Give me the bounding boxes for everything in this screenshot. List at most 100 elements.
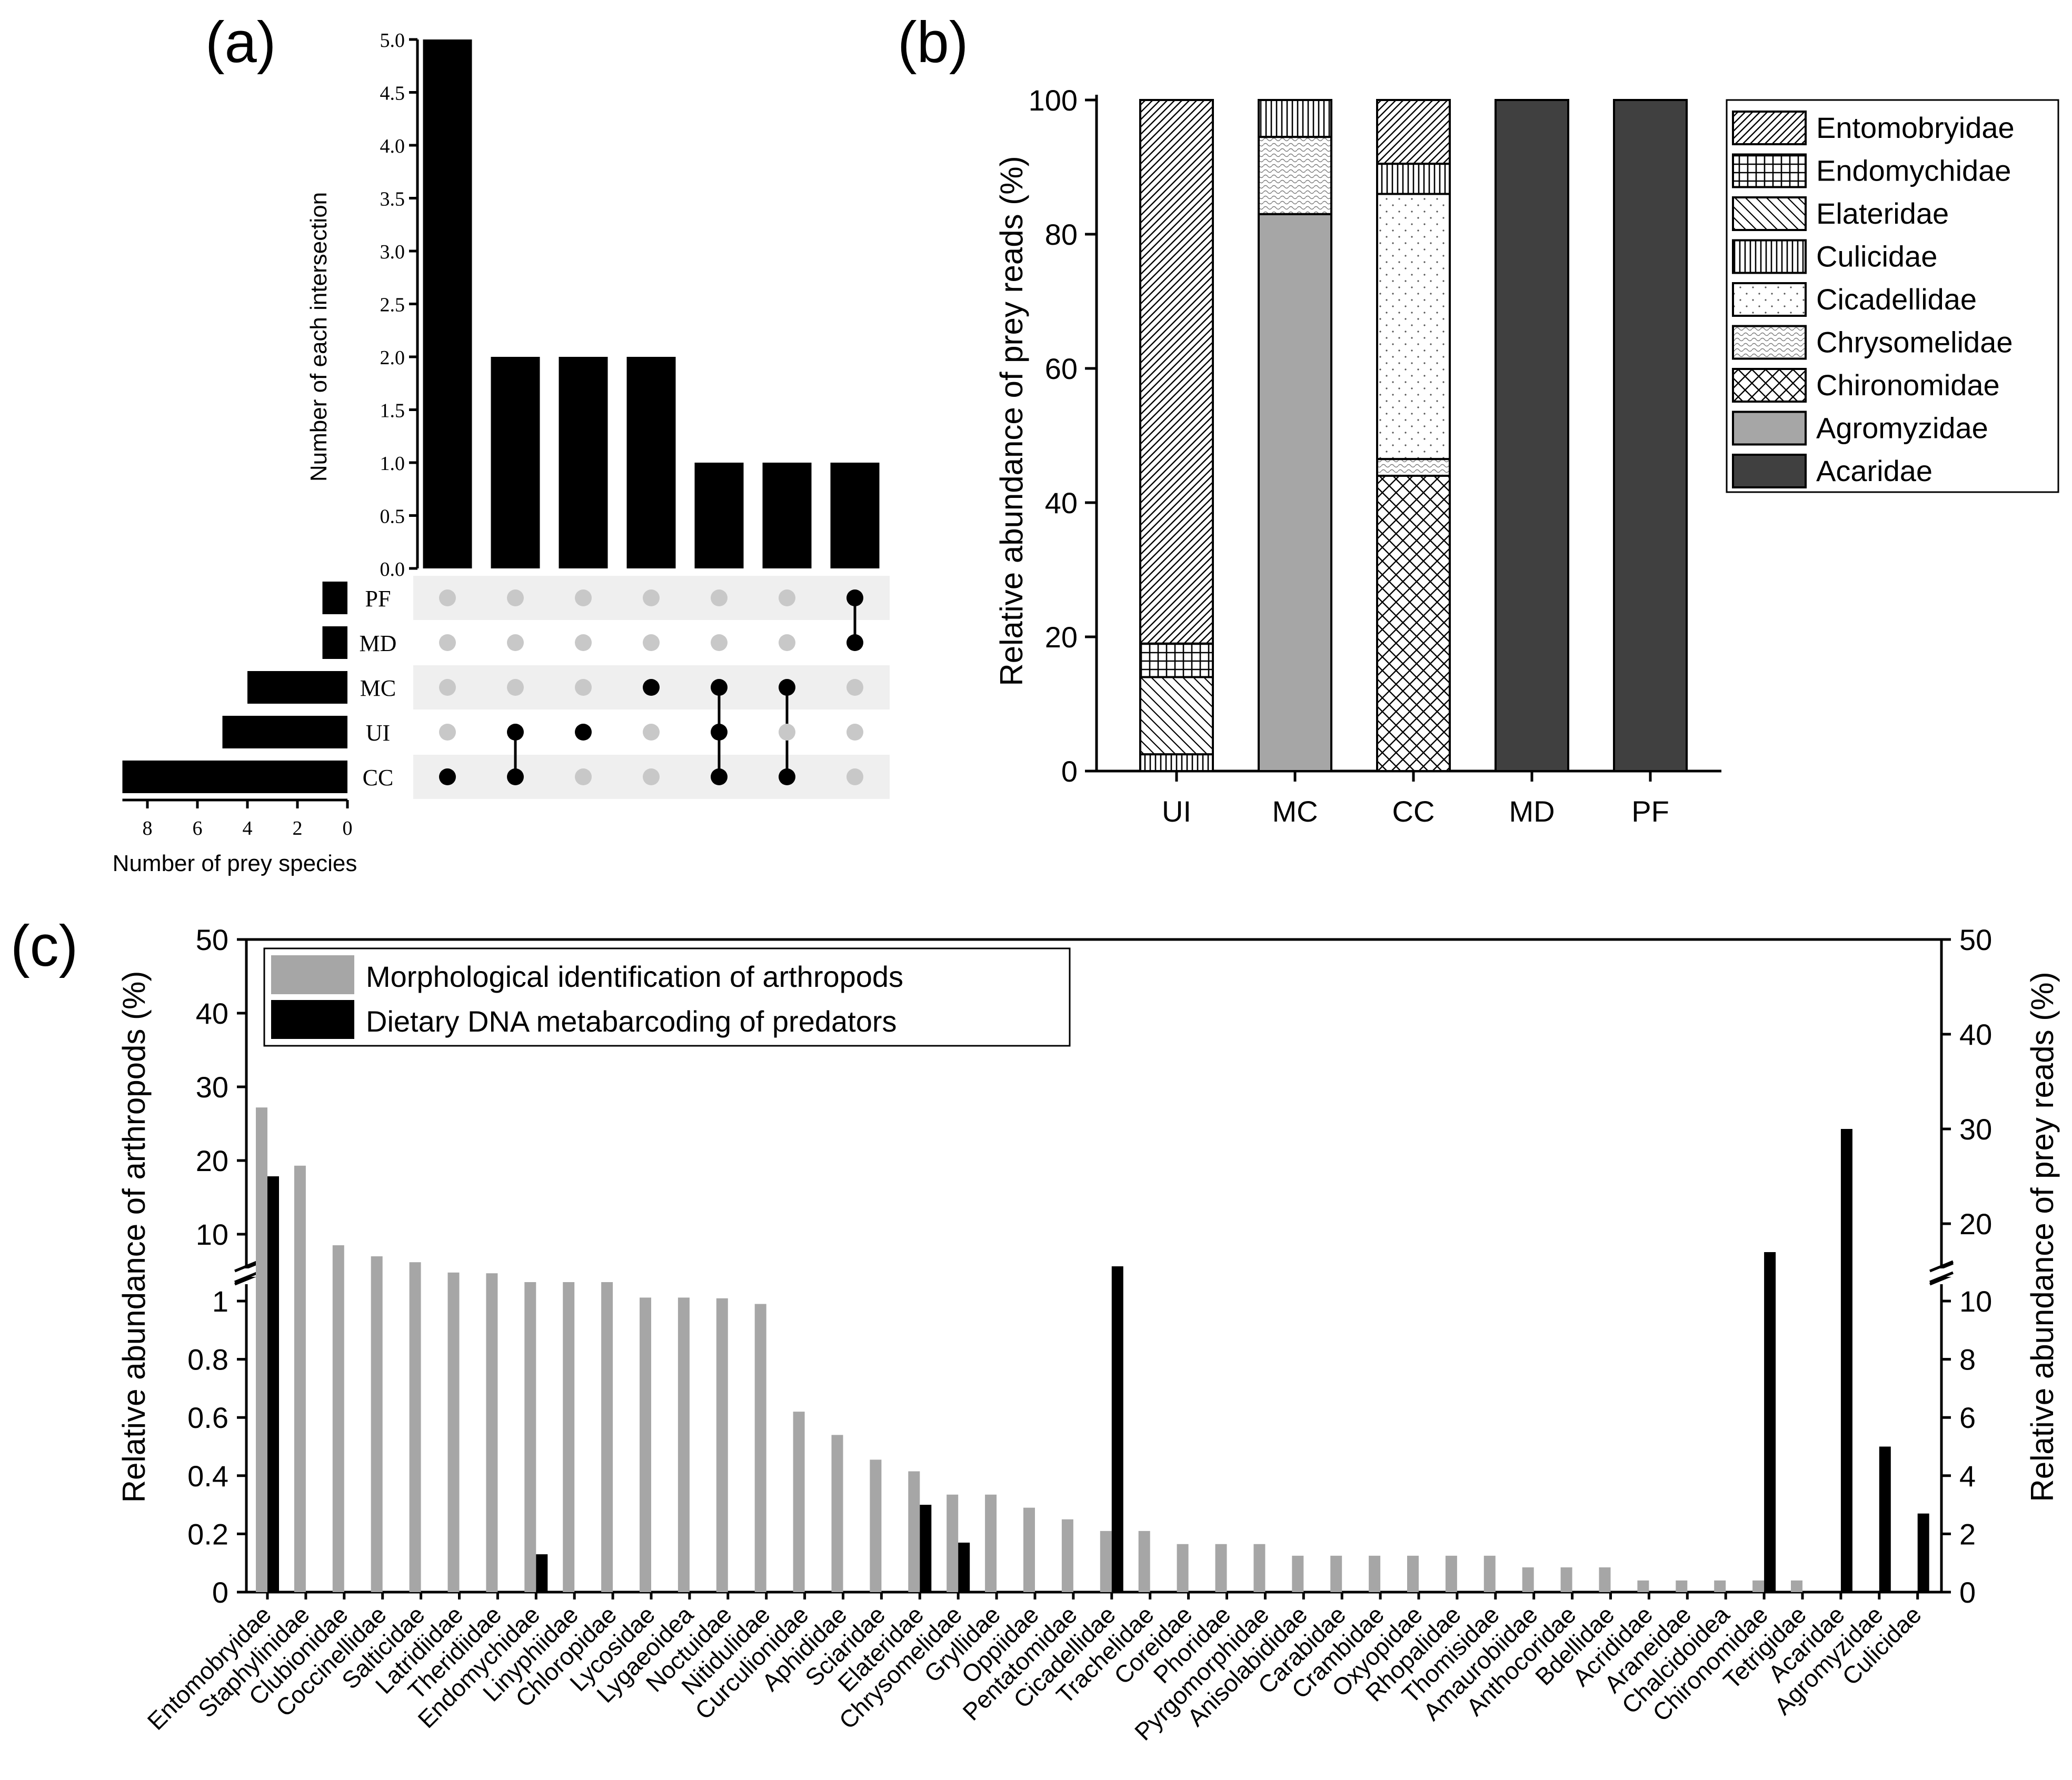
morphology-bar — [1522, 1567, 1534, 1592]
matrix-dot-filled — [711, 768, 728, 785]
morphology-bar — [793, 1412, 805, 1592]
right-y-tick-label: 6 — [1959, 1401, 1976, 1434]
diet-dna-bar — [1840, 1129, 1852, 1592]
matrix-dot-empty — [439, 634, 456, 651]
intersection-bars — [423, 39, 880, 568]
legend-swatch — [1732, 325, 1807, 360]
intersection-y-tick-label: 2.0 — [380, 347, 405, 369]
morphology-bar — [1445, 1555, 1457, 1592]
morphology-bar — [1407, 1555, 1419, 1592]
morphology-bar — [1138, 1531, 1150, 1592]
panel-b-y-tick-label: 80 — [1045, 218, 1078, 251]
panel-b-y-tick-label: 60 — [1045, 352, 1078, 385]
morphology-bar — [678, 1297, 690, 1592]
axis-break-mark — [1929, 1260, 1954, 1273]
matrix-dot-empty — [643, 589, 660, 606]
intersection-bar — [830, 463, 880, 568]
right-y-tick-label: 40 — [1959, 1018, 1992, 1051]
morphology-bar — [1752, 1580, 1765, 1592]
diet-dna-bar — [267, 1176, 279, 1592]
morphology-bar — [870, 1459, 882, 1592]
legend-entry: Culicidae — [1816, 240, 1937, 273]
morphology-bar — [908, 1471, 920, 1592]
morphology-bar — [1369, 1555, 1381, 1592]
left-y-tick-label: 20 — [196, 1144, 228, 1177]
stacked-segment — [1139, 642, 1214, 678]
stacked-segment — [1139, 753, 1214, 772]
intersection-bar — [559, 357, 608, 568]
intersection-matrix: PF MD MC UI CC — [360, 576, 890, 799]
morphology-bar — [716, 1298, 728, 1592]
left-y-tick-label: 50 — [196, 923, 228, 956]
morphology-bar — [1061, 1519, 1073, 1592]
morphology-bar — [1676, 1580, 1688, 1592]
panel-b-y-axis-title: Relative abundance of prey reads (%) — [994, 156, 1029, 686]
intersection-bar — [626, 357, 676, 568]
legend-swatch — [1732, 282, 1807, 317]
morphology-bar — [947, 1494, 959, 1592]
intersection-y-ticks: 0.0 0.5 1.0 1.5 2.0 2.5 3.0 3.5 4.0 4.5 5.0 — [380, 29, 419, 581]
stacked-segment — [1376, 193, 1451, 461]
morphology-bar — [524, 1282, 536, 1592]
matrix-dot-empty — [711, 589, 728, 606]
matrix-dot-empty — [575, 589, 592, 606]
intersection-bar — [694, 463, 744, 568]
matrix-dot-empty — [575, 768, 592, 785]
stacked-segment — [1376, 458, 1451, 477]
matrix-dot-empty — [846, 724, 863, 741]
panel-c-label: (c) — [11, 914, 78, 978]
intersection-y-tick-label: 2.5 — [380, 294, 405, 316]
axis-break-mark — [234, 1260, 258, 1273]
matrix-dot-filled — [507, 768, 524, 785]
morphology-bar — [754, 1304, 766, 1592]
left-y-tick-label: 0.8 — [187, 1343, 228, 1376]
matrix-dot-empty — [779, 724, 795, 741]
set-size-bar — [122, 761, 347, 793]
set-label: PF — [365, 586, 391, 612]
legend-entry: Entomobryidae — [1816, 111, 2015, 144]
set-size-tick-label: 0 — [343, 817, 353, 839]
legend-swatch — [1732, 196, 1807, 231]
panel-a: (a) Number of each intersection 0.0 0.5 1.… — [113, 10, 890, 876]
panel-b-x-tick-label: PF — [1631, 795, 1669, 828]
stacked-segment — [1258, 213, 1332, 772]
matrix-dot-filled — [779, 768, 795, 785]
intersection-y-tick-label: 4.5 — [380, 83, 405, 105]
matrix-dot-empty — [711, 634, 728, 651]
set-size-tick-label: 2 — [293, 817, 303, 839]
intersection-y-axis-title: Number of each intersection — [306, 192, 332, 482]
panel-b-x-tick-label: MC — [1272, 795, 1318, 828]
matrix-dot-filled — [846, 589, 863, 606]
legend-entry: Chrysomelidae — [1816, 326, 2013, 359]
panel-c-legend-box — [263, 947, 1071, 1047]
morphology-bar — [1215, 1544, 1227, 1592]
matrix-dot-empty — [575, 634, 592, 651]
intersection-bar — [762, 463, 812, 568]
panel-b-label: (b) — [898, 10, 968, 75]
matrix-dot-filled — [575, 724, 592, 741]
matrix-dot-filled — [643, 679, 660, 696]
matrix-dot-filled — [507, 724, 524, 741]
left-y-tick-label: 0.6 — [187, 1401, 228, 1434]
morphology-bar — [1330, 1555, 1342, 1592]
right-y-tick-label: 8 — [1959, 1343, 1976, 1376]
panel-c-left-axis-title: Relative abundance of arthropods (%) — [116, 971, 152, 1503]
matrix-dot-empty — [846, 768, 863, 785]
panel-c-right-axis-title: Relative abundance of prey reads (%) — [2025, 972, 2060, 1502]
matrix-dot-empty — [507, 679, 524, 696]
right-y-tick-label: 20 — [1959, 1207, 1992, 1241]
stacked-segment — [1376, 99, 1451, 165]
matrix-dot-filled — [846, 634, 863, 651]
legend-entry: Agromyzidae — [1816, 412, 1988, 445]
matrix-dot-empty — [575, 679, 592, 696]
stacked-segment — [1495, 99, 1569, 772]
matrix-dot-empty — [439, 589, 456, 606]
diet-dna-bar — [920, 1505, 932, 1592]
right-y-tick-label: 2 — [1959, 1517, 1976, 1551]
panel-b-y-tick-label: 40 — [1045, 486, 1078, 519]
legend-swatch — [1732, 153, 1807, 188]
set-size-bars: 8 6 4 2 0 — [122, 582, 353, 839]
matrix-dot-empty — [439, 679, 456, 696]
right-y-tick-label: 0 — [1959, 1576, 1976, 1609]
diet-dna-bar — [1879, 1446, 1891, 1592]
